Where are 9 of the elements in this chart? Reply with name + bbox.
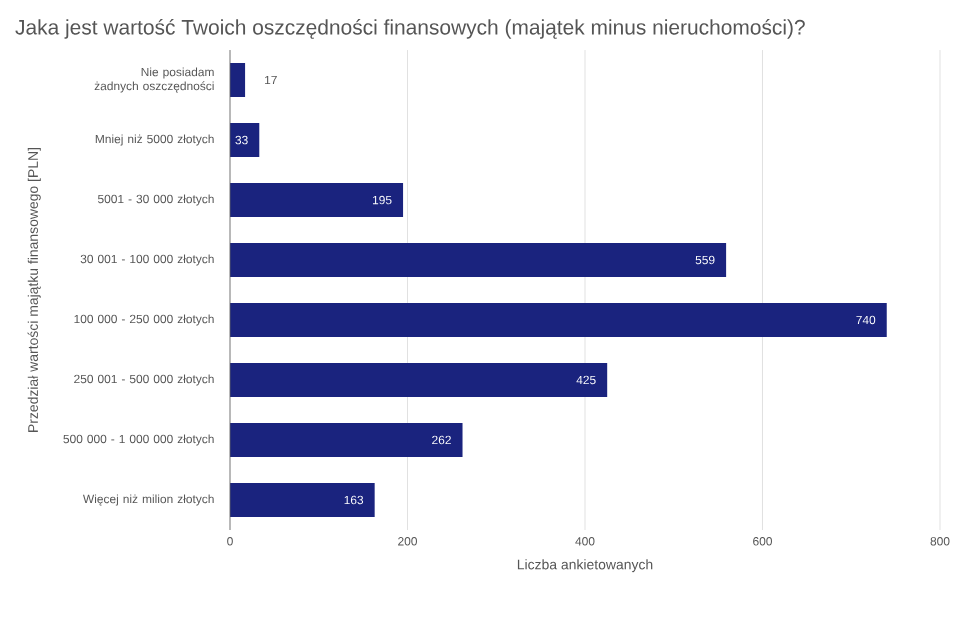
bar bbox=[230, 243, 727, 278]
bar bbox=[230, 303, 887, 338]
chart-title: Jaka jest wartość Twoich oszczędności finansowych (majątek minus nieruchomości)? bbox=[15, 19, 805, 39]
bar bbox=[230, 183, 404, 218]
bar bbox=[230, 123, 260, 158]
bar bbox=[230, 363, 608, 398]
bar bbox=[230, 483, 375, 518]
bar bbox=[230, 423, 463, 458]
bar bbox=[230, 63, 246, 98]
